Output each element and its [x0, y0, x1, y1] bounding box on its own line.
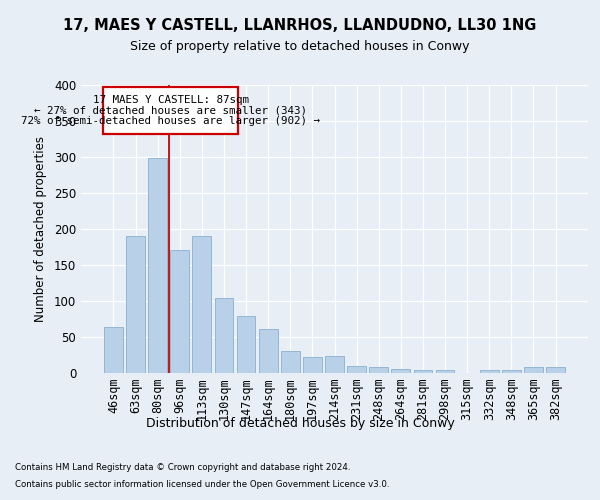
Bar [148, 158, 167, 372]
Bar [104, 327, 123, 372]
Bar [436, 370, 454, 372]
Text: Contains public sector information licensed under the Open Government Licence v3: Contains public sector information licen… [15, 480, 389, 489]
Text: 17, MAES Y CASTELL, LLANRHOS, LLANDUDNO, LL30 1NG: 17, MAES Y CASTELL, LLANRHOS, LLANDUDNO,… [64, 18, 536, 32]
Bar [347, 366, 366, 372]
Bar [546, 367, 565, 372]
Text: ← 27% of detached houses are smaller (343): ← 27% of detached houses are smaller (34… [34, 106, 307, 116]
Text: Size of property relative to detached houses in Conwy: Size of property relative to detached ho… [130, 40, 470, 53]
Bar [480, 370, 499, 372]
Bar [236, 316, 256, 372]
Bar [325, 356, 344, 372]
Bar [502, 370, 521, 372]
Text: Distribution of detached houses by size in Conwy: Distribution of detached houses by size … [146, 418, 454, 430]
Bar [391, 369, 410, 372]
Text: 17 MAES Y CASTELL: 87sqm: 17 MAES Y CASTELL: 87sqm [93, 95, 249, 105]
Bar [524, 367, 543, 372]
Bar [215, 298, 233, 372]
Bar [193, 236, 211, 372]
Bar [370, 368, 388, 372]
Text: Contains HM Land Registry data © Crown copyright and database right 2024.: Contains HM Land Registry data © Crown c… [15, 464, 350, 472]
Bar [170, 250, 189, 372]
Bar [281, 351, 299, 372]
Bar [259, 328, 278, 372]
FancyBboxPatch shape [103, 87, 238, 134]
Y-axis label: Number of detached properties: Number of detached properties [34, 136, 47, 322]
Text: 72% of semi-detached houses are larger (902) →: 72% of semi-detached houses are larger (… [22, 116, 320, 126]
Bar [126, 236, 145, 372]
Bar [413, 370, 433, 372]
Bar [303, 358, 322, 372]
